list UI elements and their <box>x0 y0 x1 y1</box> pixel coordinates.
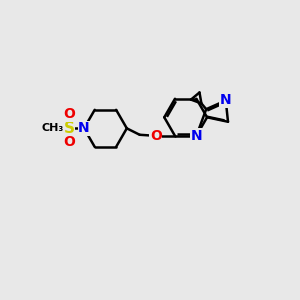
Text: O: O <box>150 129 162 143</box>
Text: O: O <box>63 135 75 149</box>
Text: N: N <box>220 94 232 107</box>
Text: N: N <box>190 129 202 143</box>
Text: N: N <box>78 121 90 135</box>
Text: S: S <box>64 121 74 136</box>
Text: O: O <box>63 107 75 122</box>
Text: CH₃: CH₃ <box>41 123 64 133</box>
